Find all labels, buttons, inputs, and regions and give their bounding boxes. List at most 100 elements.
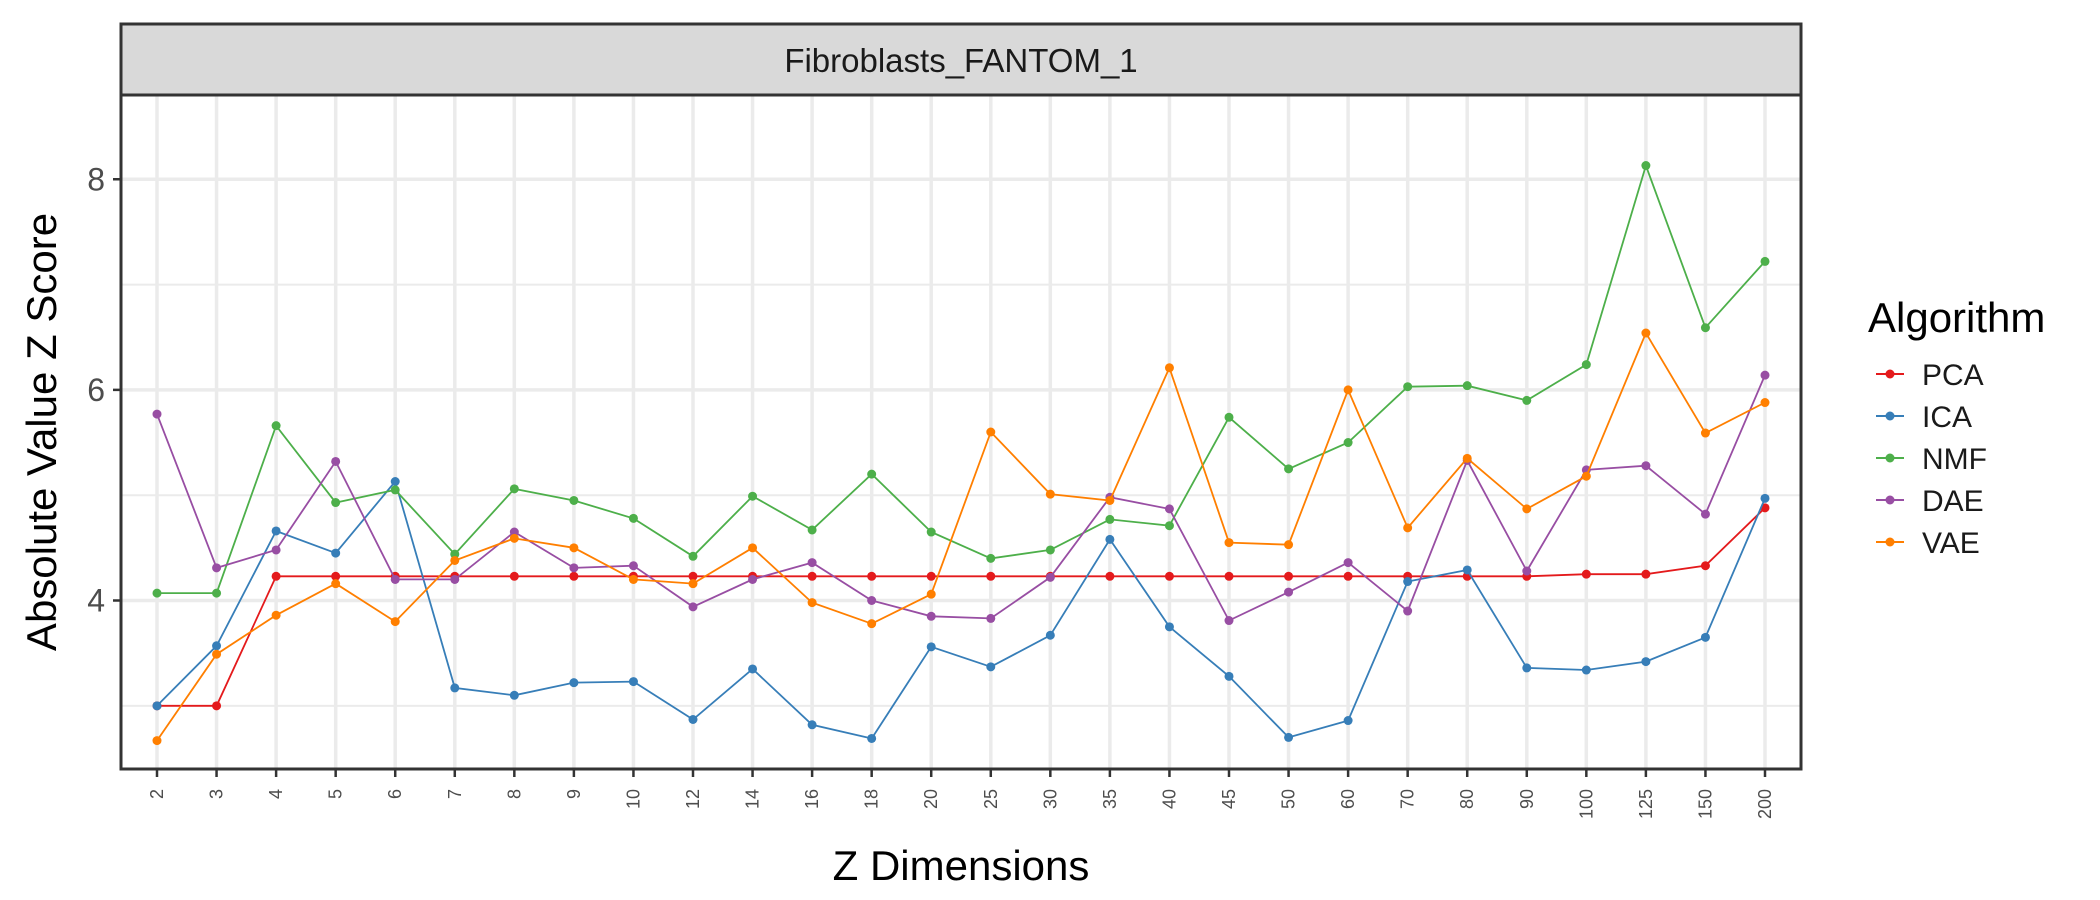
x-tick-label: 80 — [1457, 789, 1477, 809]
data-point — [1224, 671, 1234, 681]
x-tick-label: 200 — [1755, 789, 1775, 819]
data-point — [926, 589, 936, 599]
data-point — [152, 701, 162, 711]
data-point — [1284, 571, 1294, 581]
data-point — [331, 571, 341, 581]
data-point — [1343, 716, 1353, 726]
data-point — [390, 485, 400, 495]
data-point — [331, 456, 341, 466]
legend-key-point — [1885, 495, 1895, 505]
data-point — [152, 409, 162, 419]
legend-key-point — [1885, 411, 1895, 421]
data-point — [450, 683, 460, 693]
x-tick-label: 125 — [1636, 789, 1656, 819]
data-point — [1105, 571, 1115, 581]
x-tick-label: 4 — [266, 789, 286, 799]
data-point — [926, 571, 936, 581]
data-point — [867, 571, 877, 581]
data-point — [1403, 577, 1413, 587]
data-point — [1105, 534, 1115, 544]
series-ica — [152, 476, 1770, 743]
data-point — [1045, 489, 1055, 499]
data-point — [390, 476, 400, 486]
panel-title: Fibroblasts_FANTOM_1 — [784, 42, 1137, 79]
legend-title: Algorithm — [1868, 294, 2045, 341]
legend: PCA ICA NMF DAE VAE — [1876, 359, 1987, 560]
data-point — [688, 579, 698, 589]
data-point — [688, 602, 698, 612]
legend-label: VAE — [1922, 527, 1980, 560]
data-point — [1164, 363, 1174, 373]
data-point — [1462, 565, 1472, 575]
data-point — [867, 619, 877, 629]
data-point — [1403, 606, 1413, 616]
x-tick-label: 8 — [504, 789, 524, 799]
data-point — [748, 491, 758, 501]
data-point — [450, 574, 460, 584]
data-point — [331, 548, 341, 558]
data-point — [390, 574, 400, 584]
data-point — [212, 563, 222, 573]
data-point — [1760, 493, 1770, 503]
x-tick-label: 10 — [623, 789, 643, 809]
series-line-vae — [156, 330, 1766, 742]
data-point — [1760, 370, 1770, 380]
data-point — [1284, 464, 1294, 474]
data-point — [1522, 663, 1532, 673]
data-point — [1045, 545, 1055, 555]
data-point — [628, 677, 638, 687]
legend-label: NMF — [1922, 443, 1987, 476]
x-tick-label: 9 — [564, 789, 584, 799]
data-point — [1343, 571, 1353, 581]
data-point — [212, 588, 222, 598]
legend-item-ica: ICA — [1876, 401, 1972, 434]
data-point — [331, 498, 341, 508]
data-point — [1522, 395, 1532, 405]
data-point — [1224, 412, 1234, 422]
y-tick-label: 8 — [87, 161, 105, 197]
data-point — [271, 610, 281, 620]
x-tick-label: 12 — [683, 789, 703, 809]
data-point — [986, 571, 996, 581]
data-point — [1581, 665, 1591, 675]
y-tick-label: 4 — [87, 583, 105, 619]
data-point — [926, 642, 936, 652]
x-tick-label: 30 — [1040, 789, 1060, 809]
data-point — [1462, 381, 1472, 391]
x-tick-label: 100 — [1576, 789, 1596, 819]
data-point — [1224, 616, 1234, 626]
panel-border — [119, 93, 1803, 771]
data-point — [867, 596, 877, 605]
data-point — [1164, 521, 1174, 531]
x-axis-title: Z Dimensions — [833, 842, 1090, 889]
data-point — [1760, 398, 1770, 408]
data-point — [509, 571, 519, 581]
x-tick-label: 50 — [1279, 789, 1299, 809]
data-point — [450, 555, 460, 565]
data-point — [807, 598, 817, 608]
data-point — [688, 571, 698, 581]
data-point — [1700, 509, 1710, 519]
data-point — [569, 678, 579, 688]
y-axis: 4 6 8 — [87, 161, 121, 619]
legend-label: DAE — [1922, 485, 1984, 518]
data-point — [748, 543, 758, 553]
data-point — [1343, 385, 1353, 395]
data-point — [1164, 571, 1174, 581]
y-axis-title: Absolute Value Z Score — [18, 213, 65, 651]
data-point — [688, 715, 698, 725]
series-line-ica — [156, 479, 1766, 740]
data-point — [807, 525, 817, 535]
x-tick-label: 14 — [743, 789, 763, 809]
series-lines — [152, 161, 1770, 746]
data-point — [1581, 569, 1591, 579]
data-point — [807, 558, 817, 568]
series-line-dae — [156, 374, 1766, 622]
data-point — [1224, 538, 1234, 548]
x-tick-label: 18 — [862, 789, 882, 809]
legend-key-point — [1885, 453, 1895, 463]
data-point — [1045, 572, 1055, 582]
data-point — [748, 664, 758, 674]
data-point — [1164, 504, 1174, 514]
x-tick-label: 45 — [1219, 789, 1239, 809]
